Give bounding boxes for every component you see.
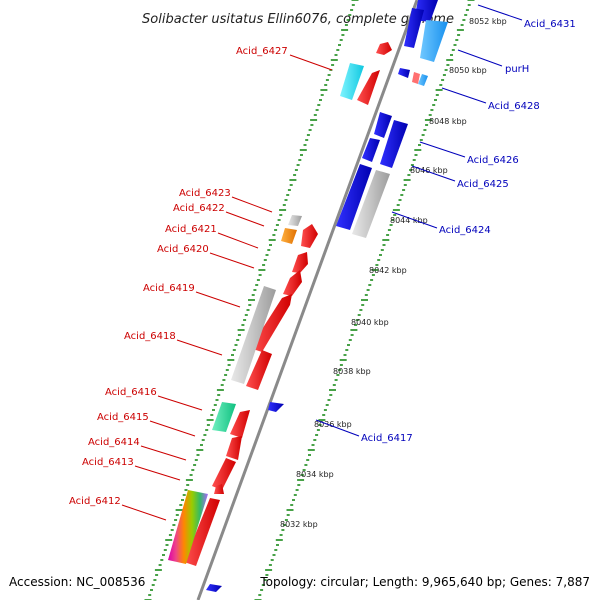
right-gene-labels: Acid_6431 purH Acid_6428 Acid_6426 Acid_… (315, 4, 576, 444)
gene-label-acid-6428[interactable]: Acid_6428 (488, 101, 540, 112)
genome-backbone (196, 0, 419, 600)
reverse-strand-genes (168, 42, 392, 566)
gene-arrow-mint[interactable] (212, 402, 236, 432)
label-leader-line (231, 196, 273, 213)
kbp-label: 8050 kbp (449, 66, 487, 75)
gene-arrow-blue[interactable] (336, 164, 372, 230)
label-leader-line (134, 465, 181, 481)
gene-label-acid-6415[interactable]: Acid_6415 (97, 412, 149, 423)
gene-label-acid-6426[interactable]: Acid_6426 (467, 155, 519, 166)
label-leader-line (217, 232, 259, 249)
gene-arrow-cyan[interactable] (340, 63, 364, 100)
kbp-label: 8048 kbp (429, 117, 467, 126)
gene-label-acid-6419[interactable]: Acid_6419 (143, 283, 195, 294)
gene-arrow-grey[interactable] (288, 215, 302, 226)
gene-label-acid-6421[interactable]: Acid_6421 (165, 224, 217, 235)
label-leader-line (140, 445, 187, 461)
gene-arrow-blue[interactable] (362, 138, 380, 162)
gene-arrow-blue[interactable] (380, 120, 408, 168)
gene-arrow-lightblue[interactable] (418, 74, 428, 86)
gene-arrow-red[interactable] (357, 70, 380, 105)
map-title: Solibacter usitatus Ellin6076, complete … (142, 12, 454, 27)
gene-arrow-red[interactable] (246, 350, 272, 390)
gene-arrow-blue[interactable] (404, 8, 424, 48)
gene-arrow-multicolor[interactable] (168, 490, 208, 564)
gene-arrow-red[interactable] (230, 410, 250, 438)
label-leader-line (209, 252, 255, 269)
gene-label-acid-6413[interactable]: Acid_6413 (82, 457, 134, 468)
gene-label-acid-6420[interactable]: Acid_6420 (157, 244, 209, 255)
kbp-label: 8040 kbp (351, 318, 389, 327)
kbp-labels: 8032 kbp 8034 kbp 8036 kbp 8038 kbp 8040… (280, 17, 507, 529)
label-leader-line (225, 211, 265, 227)
gene-arrow-grey[interactable] (352, 170, 390, 238)
label-leader-line (176, 339, 223, 356)
label-leader-line (411, 165, 456, 182)
gene-arrow-lightblue[interactable] (420, 20, 448, 62)
gene-label-acid-6422[interactable]: Acid_6422 (173, 203, 225, 214)
gene-arrow-red[interactable] (226, 436, 242, 460)
kbp-label: 8032 kbp (280, 520, 318, 529)
kbp-label: 8044 kbp (390, 216, 428, 225)
left-gene-labels: Acid_6427 Acid_6423 Acid_6422 Acid_6421 … (69, 46, 333, 521)
kbp-label: 8046 kbp (410, 166, 448, 175)
gene-label-acid-6423[interactable]: Acid_6423 (179, 188, 231, 199)
gene-label-acid-6425[interactable]: Acid_6425 (457, 179, 509, 190)
gene-label-acid-6418[interactable]: Acid_6418 (124, 331, 176, 342)
gene-arrow-blue[interactable] (398, 68, 410, 78)
kbp-label: 8036 kbp (314, 420, 352, 429)
gene-label-acid-6431[interactable]: Acid_6431 (524, 19, 576, 30)
gene-label-acid-6414[interactable]: Acid_6414 (88, 437, 140, 448)
label-leader-line (391, 211, 438, 229)
gene-label-acid-6412[interactable]: Acid_6412 (69, 496, 121, 507)
gene-label-purh[interactable]: purH (505, 64, 529, 75)
label-leader-line (477, 4, 523, 21)
gene-arrow-orange[interactable] (281, 228, 297, 244)
kbp-label: 8034 kbp (296, 470, 334, 479)
gene-arrow-red[interactable] (184, 498, 220, 566)
label-leader-line (315, 419, 360, 437)
label-leader-line (419, 141, 466, 158)
left-tick-rail (144, 0, 359, 600)
accession-text: Accession: NC_008536 (9, 575, 145, 589)
gene-arrow-red[interactable] (301, 224, 318, 248)
gene-arrow-red[interactable] (292, 252, 308, 273)
gene-arrow-red[interactable] (376, 42, 392, 55)
gene-arrow-blue[interactable] (206, 584, 222, 592)
gene-arrow-red[interactable] (214, 484, 224, 494)
gene-arrow-red[interactable] (212, 458, 236, 490)
gene-label-acid-6424[interactable]: Acid_6424 (439, 225, 491, 236)
label-leader-line (157, 395, 203, 411)
kbp-label: 8038 kbp (333, 367, 371, 376)
topology-text: Topology: circular; Length: 9,965,640 bp… (259, 575, 590, 589)
forward-strand-genes (206, 0, 448, 592)
gene-arrow-blue[interactable] (374, 112, 392, 138)
gene-arrow-lightred[interactable] (412, 72, 420, 84)
label-leader-line (195, 291, 241, 308)
gene-arrow-blue[interactable] (268, 402, 284, 412)
right-tick-rail (254, 0, 475, 600)
gene-arrow-grey[interactable] (231, 286, 276, 384)
gene-label-acid-6427[interactable]: Acid_6427 (236, 46, 288, 57)
gene-arrow-red[interactable] (250, 294, 292, 352)
label-leader-line (121, 504, 167, 521)
kbp-label: 8042 kbp (369, 266, 407, 275)
label-leader-line (441, 87, 487, 104)
kbp-label: 8052 kbp (469, 17, 507, 26)
label-leader-line (289, 54, 333, 71)
gene-label-acid-6417[interactable]: Acid_6417 (361, 433, 413, 444)
label-leader-line (149, 420, 196, 437)
gene-label-acid-6416[interactable]: Acid_6416 (105, 387, 157, 398)
label-leader-line (457, 49, 503, 67)
gene-arrow-red[interactable] (283, 270, 302, 296)
